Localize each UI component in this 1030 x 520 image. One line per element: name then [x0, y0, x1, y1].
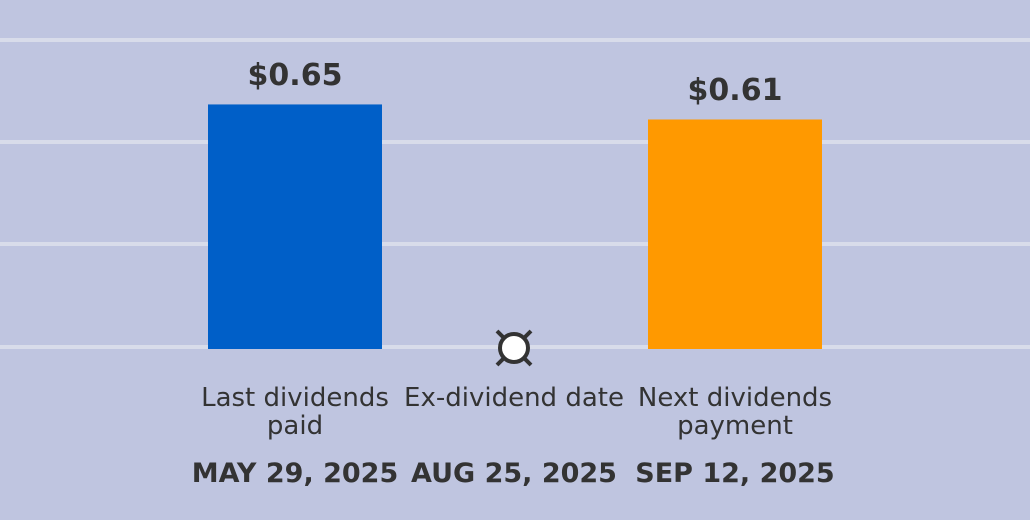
bar — [208, 104, 382, 349]
bar — [648, 119, 822, 349]
date-label: SEP 12, 2025 — [635, 458, 835, 489]
category-label: Next dividends payment — [637, 383, 833, 441]
category-label: Ex-dividend date — [404, 383, 624, 413]
marker-circle — [498, 332, 530, 364]
grid — [0, 38, 1030, 349]
date-label: AUG 25, 2025 — [411, 458, 617, 489]
value-label: $0.61 — [687, 73, 783, 109]
value-label: $0.65 — [247, 58, 343, 94]
ex-dividend-marker — [495, 329, 533, 367]
category-label: Last dividends paid — [201, 383, 389, 441]
date-label: MAY 29, 2025 — [191, 458, 399, 489]
